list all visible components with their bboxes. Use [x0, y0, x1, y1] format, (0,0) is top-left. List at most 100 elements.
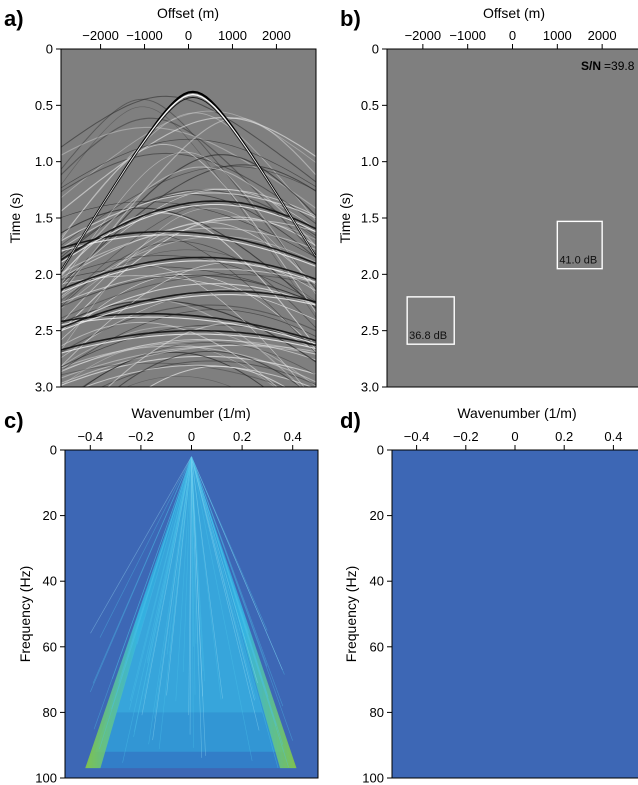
x-tick-label: −0.4: [77, 429, 103, 444]
fk-energy-wedge: [115, 456, 263, 713]
y-tick-label: 100: [362, 771, 384, 785]
y-tick-label: 0.5: [35, 98, 53, 113]
reflection-event: [61, 164, 316, 285]
fk-energy-strand: [191, 456, 284, 707]
sn-label: S/N: [581, 59, 601, 73]
fk-energy-strand: [92, 456, 192, 684]
y-tick-label: 3.0: [35, 380, 53, 395]
fk-energy-strand: [118, 456, 192, 683]
reflection-event: [61, 218, 316, 279]
fk-energy-wedge: [95, 456, 286, 752]
ticks-a: −2000 −1000 0 1000 2000 0 0.5 1.0 1.5 2.0 2.5 3.0: [35, 28, 291, 395]
x-tick-label: 2000: [588, 28, 617, 43]
y-tick-label: 0: [46, 42, 53, 57]
reflection-event: [61, 290, 316, 329]
fk-energy-strand: [134, 456, 192, 732]
sn-value: =39.8 dB: [604, 59, 638, 73]
x-tick-label: −2000: [405, 28, 442, 43]
reflection-event: [61, 126, 316, 209]
fk-energy-strand: [191, 456, 283, 671]
fk-energy-strand: [191, 456, 269, 698]
x-tick-label: 0: [509, 28, 516, 43]
reflection-event: [61, 256, 316, 291]
reflection-event: [61, 201, 316, 258]
ylabel-a: Time (s): [7, 193, 23, 244]
fk-energy-strand: [93, 456, 192, 730]
panel-a: a) Offset (m) Time (s) −2000 −1000 0 1000 20…: [4, 5, 317, 395]
fk-energy-strand: [191, 456, 277, 726]
reflection-event: [61, 324, 316, 368]
fk-energy-band-left: [85, 456, 192, 769]
x-tick-label: −0.2: [453, 429, 479, 444]
ticks-c: −0.4 −0.2 0 0.2 0.4 0 20 40 60 80 100: [35, 429, 301, 785]
reflection-event: [61, 343, 276, 387]
reflection-event: [61, 264, 305, 387]
reflection-event: [61, 117, 316, 256]
fk-energy-strand: [154, 456, 192, 719]
panel-letter-c: c): [4, 408, 24, 433]
y-tick-label: 1.0: [361, 154, 379, 169]
y-tick-label: 1.5: [35, 211, 53, 226]
x-tick-label: −1000: [449, 28, 486, 43]
fk-energy-strand: [129, 456, 192, 710]
fk-energy-strand: [169, 456, 192, 653]
reflection-event: [81, 341, 316, 387]
snr-windows: 41.0 dB 36.8 dB: [406, 220, 603, 345]
reflection-event: [61, 98, 316, 290]
fk-energy-strand: [175, 456, 192, 702]
ylabel-d: Frequency (Hz): [343, 566, 359, 662]
x-tick-label: 0.4: [284, 429, 302, 444]
y-tick-label: 80: [370, 705, 384, 720]
panel-b: b) Offset (m) Time (s) S/N=39.8 dB 41.0 …: [337, 5, 638, 395]
reflection-event: [61, 151, 316, 295]
fk-energy-strand: [191, 456, 256, 699]
reflection-event: [61, 274, 316, 350]
fk-energy-strand: [191, 456, 241, 633]
panel-letter-b: b): [340, 6, 361, 31]
ticks-b: −2000 −1000 0 1000 2000 0 0.5 1.0 1.5 2.0 2.5 3.0: [361, 28, 617, 395]
reflection-event: [61, 143, 316, 313]
reflection-event: [61, 333, 316, 354]
fk-energy-strand: [90, 456, 192, 693]
panel-letter-d: d): [340, 408, 361, 433]
ylabel-c: Frequency (Hz): [17, 566, 33, 662]
reflection-event: [61, 260, 316, 294]
x-tick-label: −0.2: [128, 429, 154, 444]
reflection-event: [61, 152, 316, 225]
fk-energy-strand: [166, 456, 192, 696]
reflection-event: [61, 355, 316, 386]
reflection-event: [61, 207, 316, 351]
ticks-d: −0.4 −0.2 0 0.2 0.4 0 20 40 60 80 100: [362, 429, 622, 785]
sn-annotation: S/N=39.8 dB: [581, 59, 638, 73]
fk-energy-strand: [148, 456, 192, 745]
panel-letter-a: a): [4, 6, 24, 31]
snr-window-box: [406, 296, 455, 345]
reflection-event: [61, 189, 316, 255]
fk-energy-strand: [191, 456, 284, 746]
residual-gather-image: [387, 49, 638, 387]
reflection-event: [61, 219, 316, 310]
x-tick-label: 0: [188, 429, 195, 444]
y-tick-label: 1.0: [35, 154, 53, 169]
fk-energy-band-right: [191, 456, 297, 769]
fk-energy-strand: [191, 456, 293, 741]
snr-window-box: [556, 220, 603, 270]
y-tick-label: 100: [35, 771, 57, 785]
fk-energy-strand: [182, 456, 192, 672]
fk-energy-strand: [191, 456, 196, 695]
panel-d: d) Wavenumber (1/m) Frequency (Hz) −0.4−…: [340, 405, 638, 785]
snr-window-label: 41.0 dB: [559, 255, 597, 267]
reflection-event: [61, 338, 316, 373]
reflection-event: [61, 304, 316, 353]
panel-c: c) Wavenumber (1/m) Frequency (Hz) −0.4−…: [4, 405, 319, 785]
fk-energy-strand: [191, 456, 253, 762]
reflection-event: [61, 234, 316, 267]
residual-fk-spectrum-image: [392, 450, 638, 778]
snr-window-label: 36.8 dB: [409, 330, 447, 342]
reflection-event: [83, 364, 313, 387]
reflection-event: [117, 350, 302, 387]
reflection-event: [61, 227, 316, 274]
reflection-event: [61, 274, 316, 308]
reflection-event: [148, 365, 287, 387]
